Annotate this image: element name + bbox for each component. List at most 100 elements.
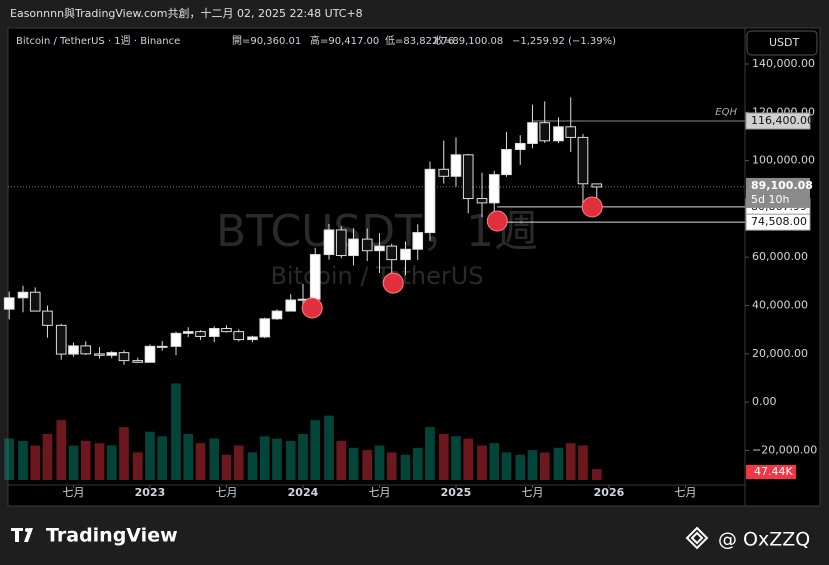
volume-bar — [247, 452, 258, 480]
candle-body — [221, 327, 232, 333]
volume-bar — [145, 431, 155, 480]
candle-body — [259, 318, 271, 338]
volume-bar — [336, 440, 347, 480]
volume-bar — [209, 438, 220, 480]
volume-bar — [285, 440, 296, 480]
candle-body — [323, 229, 335, 256]
brand: TradingView @ OxZZQ — [11, 525, 810, 551]
volume-bar — [425, 427, 435, 480]
currency-label: USDT — [769, 36, 800, 49]
legend-open: 開=90,360.01 — [232, 35, 301, 47]
volume-bar — [501, 452, 512, 480]
volume-bar — [591, 469, 602, 480]
volume-bar — [30, 445, 41, 480]
candle-body — [94, 353, 105, 356]
level-name: EQH — [715, 107, 737, 118]
candle-body — [285, 299, 297, 312]
candle-body — [132, 360, 144, 363]
volume-bar — [348, 447, 359, 480]
watermark-subtitle: Bitcoin / TetherUS — [270, 262, 483, 290]
candle-body — [3, 297, 15, 310]
candle-body — [170, 332, 182, 347]
volume-bar — [438, 434, 449, 480]
volume-bar — [477, 445, 487, 480]
marker — [382, 272, 404, 294]
candle-body — [247, 336, 258, 341]
volume-bar — [374, 445, 385, 480]
volume-bar — [132, 452, 143, 480]
candle-body — [527, 122, 538, 144]
marker — [581, 196, 603, 218]
candle-body — [182, 331, 194, 334]
handle-icon — [685, 526, 709, 550]
volume-bar — [527, 450, 538, 480]
volume-bar — [565, 443, 576, 480]
volume-bar — [400, 454, 411, 480]
volume-bar — [362, 450, 373, 480]
candle-body — [361, 238, 373, 252]
volume-bar — [195, 443, 206, 480]
volume-bar — [233, 445, 244, 480]
y-tick-label: 40,000.00 — [752, 299, 808, 312]
candle-body — [271, 310, 283, 320]
candle-body — [514, 142, 526, 150]
last-price-label: 89,100.08 — [751, 179, 813, 192]
volume-bar — [489, 443, 500, 480]
volume-bar — [157, 436, 168, 480]
candle-body — [553, 126, 564, 142]
volume-bar — [386, 452, 397, 480]
candle-body — [233, 331, 245, 341]
volume-bar — [539, 452, 550, 480]
x-tick-label: 七月 — [215, 486, 237, 499]
x-tick-label: 七月 — [62, 486, 84, 499]
header: Easonnnn與TradingView.com共創，十二月 02, 2025 … — [10, 6, 363, 20]
x-tick-label: 七月 — [368, 486, 390, 499]
volume-bar — [42, 434, 53, 480]
volume-label-box — [746, 465, 796, 479]
level-box — [745, 112, 811, 130]
volume-bar — [171, 383, 181, 480]
volume-bar — [412, 447, 423, 480]
volume-bar — [106, 445, 117, 480]
legend-close: 收=89,100.08 — [434, 34, 503, 47]
marker — [301, 297, 323, 319]
x-tick-label: 2024 — [288, 486, 319, 499]
candle-body — [195, 331, 206, 337]
candle-body — [68, 345, 79, 355]
brand-icon — [11, 528, 33, 542]
candle-body — [450, 154, 462, 177]
candle-body — [335, 229, 347, 257]
candle-body — [348, 238, 359, 257]
candle-body — [591, 183, 603, 188]
candle-body — [386, 245, 398, 261]
y-tick-label: 60,000.00 — [752, 250, 808, 263]
candle-body — [462, 154, 474, 200]
volume-bar — [259, 436, 270, 480]
volume-bar — [80, 440, 91, 480]
volume-bar — [324, 415, 334, 480]
legend-symbol: Bitcoin / TetherUS · 1週 · Binance — [16, 35, 180, 47]
candle-body — [438, 168, 450, 177]
candle-body — [17, 291, 29, 299]
volume-bar — [553, 447, 564, 480]
legend-change: −1,259.92 (−1.39%) — [512, 36, 616, 47]
legend: Bitcoin / TetherUS · 1週 · Binance 開=90,3… — [16, 34, 616, 47]
currency-button[interactable] — [746, 30, 818, 56]
volume-bar — [18, 440, 28, 480]
candle-body — [501, 148, 512, 176]
candle-body — [539, 122, 551, 142]
volume-bar — [68, 445, 79, 480]
brand-icon-dot — [25, 528, 29, 532]
marker — [486, 210, 508, 232]
candle-body — [42, 310, 53, 326]
brand-name: TradingView — [46, 525, 178, 547]
x-tick-label: 2023 — [135, 486, 166, 499]
volume-bar — [578, 445, 588, 480]
level-label: 74,508.00 — [751, 215, 807, 228]
chart-panel — [7, 27, 821, 507]
candle-body — [488, 174, 500, 204]
candle-body — [476, 198, 488, 204]
handle: @ OxZZQ — [718, 529, 810, 551]
candle-body — [565, 126, 577, 138]
candle-body — [144, 345, 156, 363]
